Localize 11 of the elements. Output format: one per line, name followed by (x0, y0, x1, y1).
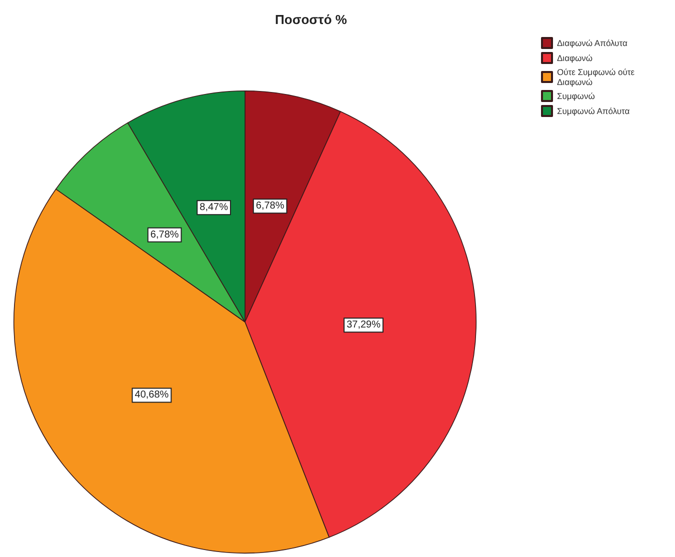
data-label: 8,47% (200, 202, 228, 214)
legend-label: Συμφωνώ Απόλυτα (557, 106, 630, 116)
data-label: 6,78% (150, 229, 179, 240)
chart-title: Ποσοστό % (275, 12, 348, 27)
legend-label: Συμφωνώ (557, 91, 596, 101)
legend-label: Διαφωνώ (557, 53, 593, 63)
data-label: 37,29% (346, 320, 381, 331)
data-label: 40,68% (134, 390, 169, 401)
legend-label: Διαφωνώ Απόλυτα (557, 38, 628, 48)
legend-label: Ούτε Συμφωνώ ούτε Διαφωνώ (557, 67, 635, 87)
data-label: 6,78% (256, 200, 284, 212)
